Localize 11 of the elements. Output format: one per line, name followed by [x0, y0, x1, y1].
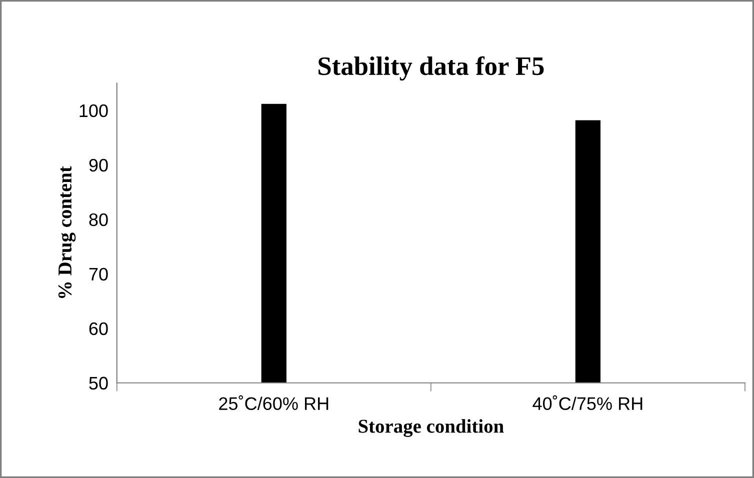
y-tick-label: 80: [89, 213, 108, 226]
y-tick-label: 70: [89, 268, 108, 281]
y-tick-label: 60: [89, 322, 108, 336]
x-tick-label: 25˚C/60% RH: [219, 395, 328, 410]
y-tick-label: 90: [89, 158, 108, 172]
y-tick-label: 50: [89, 376, 108, 390]
x-tick-label: 40˚C/75% RH: [532, 395, 642, 410]
y-tick-label: 100: [80, 104, 108, 118]
x-axis-title: Storage condition: [358, 419, 504, 437]
y-axis-title: % Drug content: [58, 166, 76, 298]
chart-title: Stability data for F5: [318, 56, 544, 81]
